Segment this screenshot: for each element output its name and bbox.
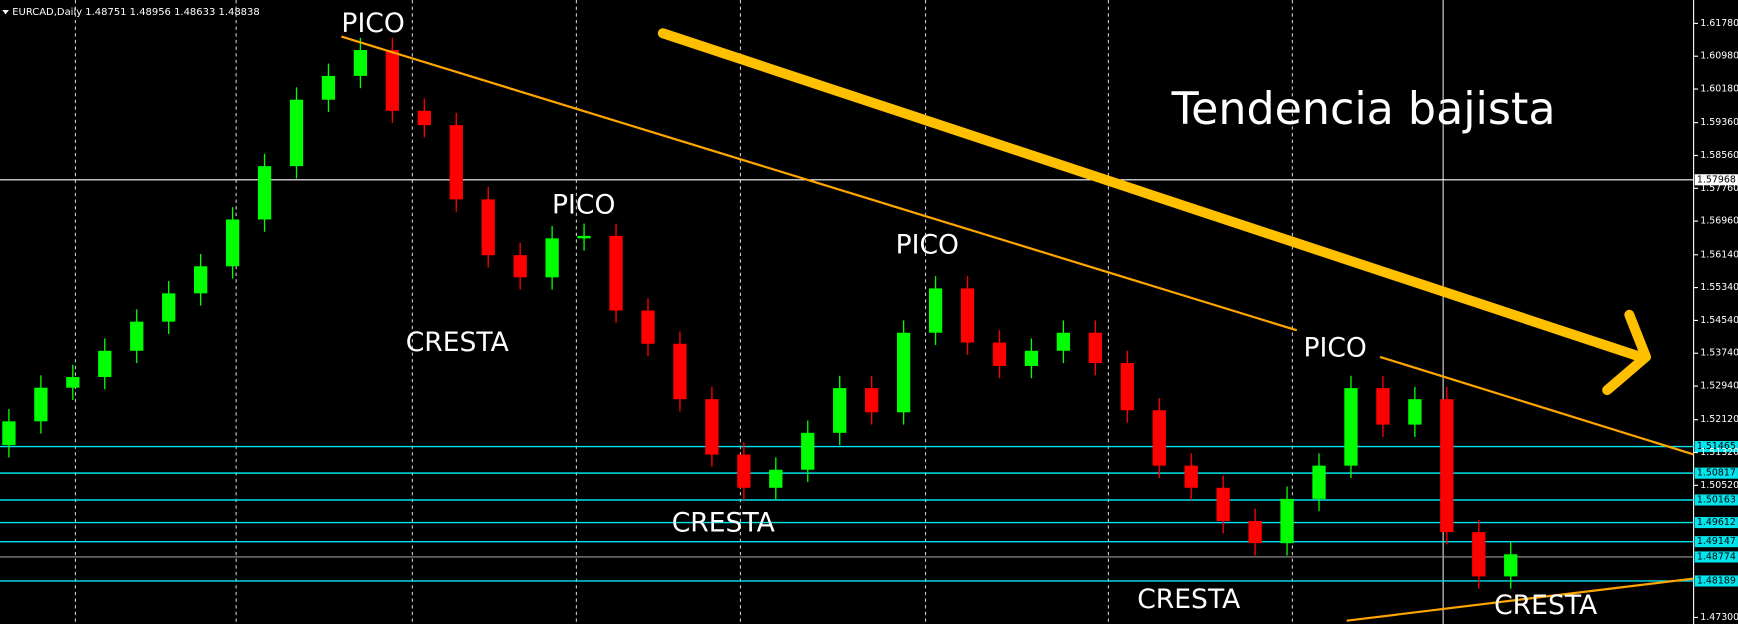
candle-body	[641, 310, 655, 344]
level-label: 1.50163	[1697, 494, 1736, 505]
level-label: 1.49147	[1697, 536, 1736, 547]
level-box	[1694, 441, 1738, 453]
annotation: PICO	[341, 8, 404, 39]
candle-body	[960, 288, 975, 343]
candle-body	[321, 75, 336, 100]
candle-body	[1088, 332, 1102, 364]
candle-body	[1376, 388, 1390, 425]
menu-arrow	[2, 9, 9, 15]
level-box	[1694, 536, 1738, 548]
annotation: PICO	[1303, 333, 1366, 364]
candle-body	[577, 235, 591, 239]
candle-body	[1344, 388, 1358, 466]
level-label: 1.51465	[1697, 441, 1736, 452]
level-box	[1694, 494, 1738, 506]
y-tick-label: 1.50520	[1700, 480, 1738, 491]
candle-body	[992, 342, 1007, 366]
candle-body	[1408, 399, 1422, 425]
y-tick-label: 1.60980	[1700, 51, 1738, 62]
candle-body	[353, 50, 368, 76]
candle-body	[1504, 554, 1518, 577]
candle-body	[2, 421, 16, 446]
trend-annotation: Tendencia bajista	[1171, 84, 1556, 135]
candle-body	[865, 388, 879, 413]
candle-body	[385, 50, 400, 111]
candle-body	[609, 235, 623, 311]
y-tick-label: 1.47300	[1700, 612, 1738, 623]
annotation: CRESTA	[1494, 590, 1597, 621]
annotation: PICO	[896, 230, 959, 261]
candle-body	[545, 238, 559, 278]
level-box	[1694, 517, 1738, 529]
candle-body	[769, 469, 783, 488]
drawings	[341, 28, 1694, 622]
candle-body	[1056, 332, 1071, 351]
y-tick-label: 1.52120	[1700, 414, 1738, 425]
candle-body	[1152, 410, 1166, 466]
annotation: CRESTA	[1137, 584, 1240, 615]
y-tick-label: 1.59360	[1700, 117, 1738, 128]
annotation: CRESTA	[672, 508, 775, 539]
candle-body	[1312, 465, 1326, 499]
candle-body	[289, 99, 304, 167]
candle-body	[162, 293, 176, 322]
current-price-box	[1694, 551, 1738, 563]
candle-body	[481, 199, 495, 256]
annotation: PICO	[552, 190, 615, 221]
annotation: CRESTA	[406, 327, 509, 358]
chart-header: EURCAD,Daily 1.48751 1.48956 1.48633 1.4…	[12, 7, 259, 18]
y-tick-label: 1.51320	[1700, 447, 1738, 458]
candle-body	[193, 266, 208, 294]
y-tick-label: 1.53740	[1700, 348, 1738, 359]
candle-body	[928, 288, 943, 333]
y-tick-label: 1.61780	[1700, 18, 1738, 29]
candle-body	[1440, 399, 1454, 533]
candle-body	[801, 432, 815, 470]
candle-body	[1184, 465, 1198, 488]
candle-body	[417, 110, 431, 126]
candle-body	[1216, 487, 1230, 522]
level-label: 1.50817	[1697, 468, 1736, 479]
candle-body	[34, 387, 48, 422]
y-tick-label: 1.52940	[1700, 381, 1738, 392]
candle-body	[98, 350, 112, 378]
level-box	[1694, 467, 1738, 479]
candle-body	[896, 332, 911, 413]
candle-body	[705, 399, 719, 455]
level-label: 1.49612	[1697, 517, 1736, 528]
y-tick-label: 1.55340	[1700, 282, 1738, 293]
current-price-label: 1.48774	[1697, 551, 1736, 562]
candle-body	[513, 255, 527, 278]
y-tick-label: 1.56140	[1700, 249, 1738, 260]
candle-body	[225, 219, 240, 267]
candle-body	[1472, 532, 1486, 577]
y-tick-label: 1.57760	[1700, 183, 1738, 194]
candle-body	[1120, 363, 1134, 411]
candle-body	[257, 166, 272, 220]
candle-body	[66, 377, 80, 388]
y-tick-label: 1.56960	[1700, 216, 1738, 227]
candle-body	[673, 343, 687, 400]
level-label: 1.48189	[1697, 575, 1736, 586]
y-tick-label: 1.58560	[1700, 150, 1738, 161]
candle-body	[1024, 350, 1039, 366]
y-tick-label: 1.60180	[1700, 84, 1738, 95]
candle-body	[833, 388, 847, 433]
candle-body	[1280, 498, 1294, 544]
y-tick-label: 1.54540	[1700, 315, 1738, 326]
candle-body	[130, 321, 144, 351]
candle-body	[1248, 521, 1262, 544]
crosshair-box	[1694, 174, 1738, 186]
level-box	[1694, 575, 1738, 587]
crosshair-label: 1.57968	[1697, 174, 1736, 185]
candle-body	[737, 454, 751, 488]
candle-body	[449, 125, 463, 200]
